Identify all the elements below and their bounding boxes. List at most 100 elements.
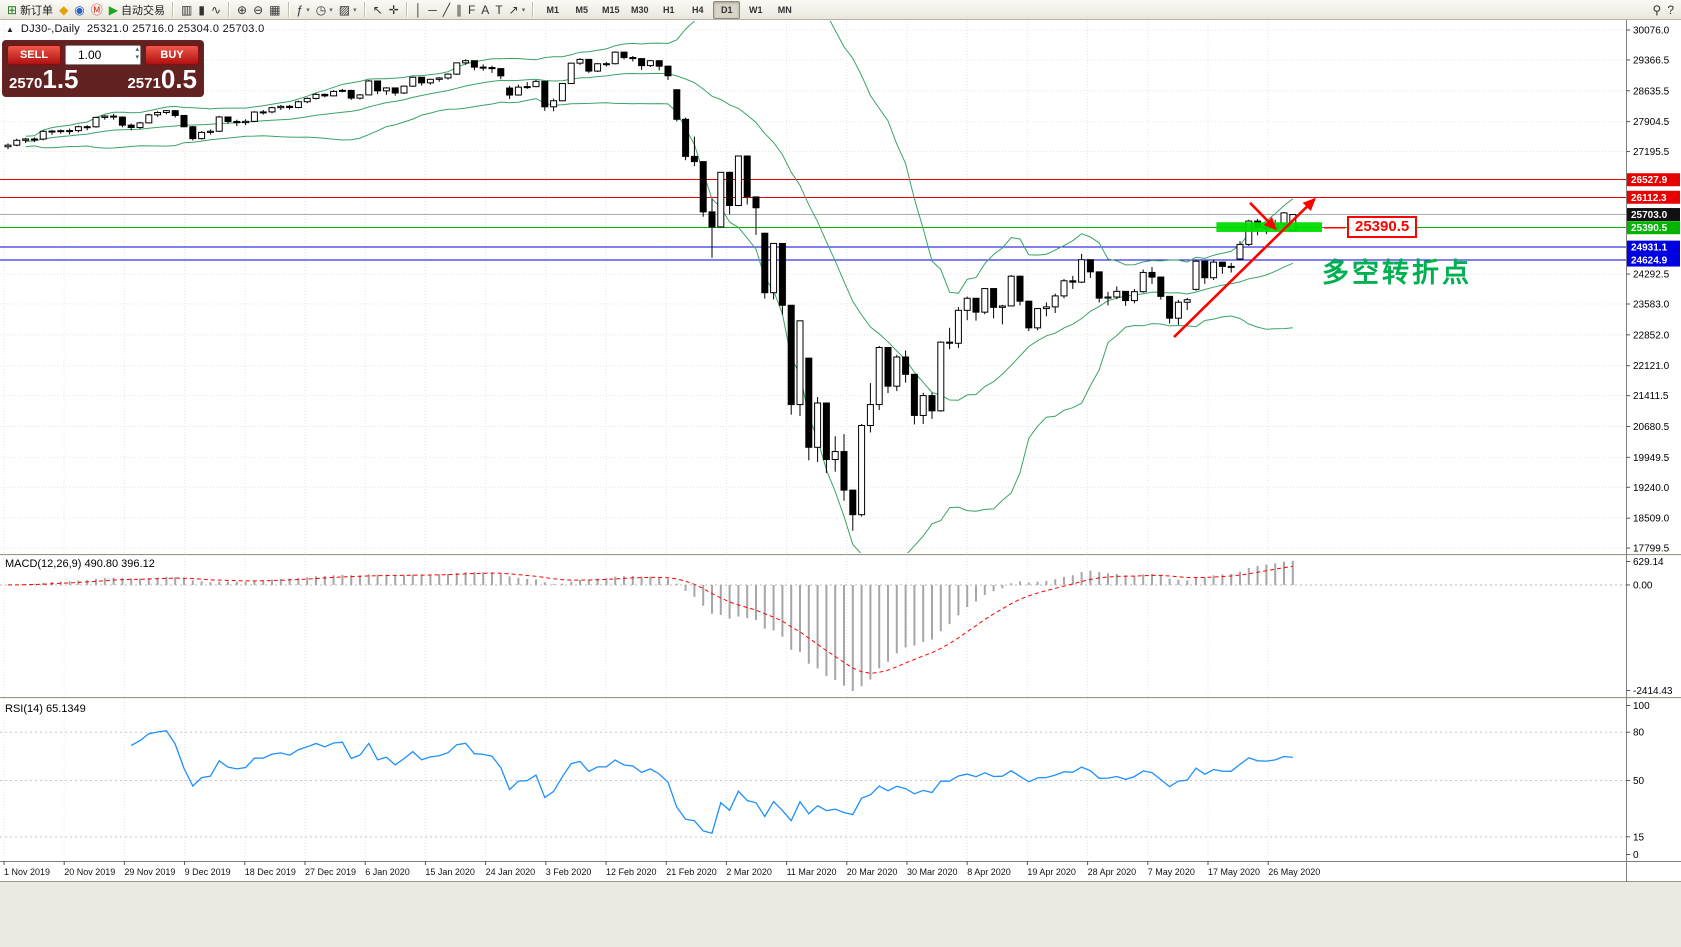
ask-price: 2571 0.5 xyxy=(127,66,197,92)
zoom-in-button[interactable]: ⊕ xyxy=(234,1,250,19)
templates-button[interactable]: ▨ ▾ xyxy=(336,1,360,19)
svg-text:1 Nov 2019: 1 Nov 2019 xyxy=(4,867,50,877)
auto-trading-button[interactable]: ▶ 自动交易 xyxy=(106,1,168,19)
panel-frames xyxy=(0,20,1681,882)
channel-icon: ∥ xyxy=(455,2,462,17)
svg-text:6 Jan 2020: 6 Jan 2020 xyxy=(365,867,410,877)
tile-windows-button[interactable]: ▦ xyxy=(266,1,283,19)
new-order-button[interactable]: ⊞ 新订单 xyxy=(4,1,56,19)
timeframe-m15-button[interactable]: M15 xyxy=(601,4,620,15)
svg-text:20 Mar 2020: 20 Mar 2020 xyxy=(847,867,898,877)
svg-text:0.00: 0.00 xyxy=(1633,580,1653,591)
macd-layer xyxy=(0,560,1626,692)
help-icon: ? xyxy=(1667,2,1674,17)
svg-text:24624.9: 24624.9 xyxy=(1631,256,1668,267)
text-button[interactable]: A xyxy=(478,1,492,19)
fibonacci-button[interactable]: F xyxy=(465,1,478,19)
svg-text:18 Dec 2019: 18 Dec 2019 xyxy=(245,867,296,877)
svg-text:7 May 2020: 7 May 2020 xyxy=(1148,867,1195,877)
search-button[interactable]: ⚲ xyxy=(1650,1,1665,19)
text-label-icon: T xyxy=(495,2,503,17)
volume-input[interactable]: 1.00 ▴ ▾ xyxy=(65,45,141,65)
arrows-tool-button[interactable]: ↗ ▾ xyxy=(506,1,529,19)
periods-icon: ◷ xyxy=(315,2,327,17)
svg-text:24931.1: 24931.1 xyxy=(1631,243,1668,254)
dropdown-caret-icon: ▾ xyxy=(306,6,310,14)
timeframe-m1-button[interactable]: M1 xyxy=(546,4,559,15)
search-icon: ⚲ xyxy=(1652,2,1662,17)
order-buttons-row: SELL 1.00 ▴ ▾ BUY xyxy=(7,45,199,65)
svg-text:22852.0: 22852.0 xyxy=(1633,330,1670,341)
bar-chart-icon: ▥ xyxy=(181,2,193,17)
one-click-trading-panel: SELL 1.00 ▴ ▾ BUY 2570 1.5 2571 0.5 xyxy=(2,40,204,97)
community-icon: ◉ xyxy=(74,2,85,17)
level-lines-layer[interactable] xyxy=(0,179,1626,261)
one-click-collapse-button[interactable]: ▲ xyxy=(6,24,14,34)
svg-text:2 Mar 2020: 2 Mar 2020 xyxy=(726,867,772,877)
timeframe-h1-button[interactable]: H1 xyxy=(662,4,675,15)
svg-text:15: 15 xyxy=(1633,832,1645,843)
sell-button[interactable]: SELL xyxy=(7,45,61,65)
svg-text:26112.3: 26112.3 xyxy=(1631,193,1667,204)
timeframe-d1-button[interactable]: D1 xyxy=(713,0,741,19)
crosshair-icon: ✛ xyxy=(388,2,399,17)
tile-windows-icon: ▦ xyxy=(269,2,281,17)
svg-text:29 Nov 2019: 29 Nov 2019 xyxy=(124,867,175,877)
indicators-button[interactable]: ƒ ▾ xyxy=(294,1,313,19)
svg-text:21 Feb 2020: 21 Feb 2020 xyxy=(666,867,717,877)
candlestick-chart-button[interactable]: ▮ xyxy=(195,1,208,19)
svg-text:17 May 2020: 17 May 2020 xyxy=(1208,867,1260,877)
crosshair-button[interactable]: ✛ xyxy=(386,1,402,19)
trendline-button[interactable]: ╱ xyxy=(440,1,453,19)
svg-text:27 Dec 2019: 27 Dec 2019 xyxy=(305,867,356,877)
spinner-up-icon[interactable]: ▴ xyxy=(135,46,139,53)
dropdown-caret-icon: ▾ xyxy=(329,6,333,14)
svg-text:0: 0 xyxy=(1633,850,1639,861)
timeframe-m5-button[interactable]: M5 xyxy=(575,4,588,15)
svg-text:29366.5: 29366.5 xyxy=(1633,55,1670,66)
zoom-out-button[interactable]: ⊖ xyxy=(250,1,266,19)
line-chart-button[interactable]: ∿ xyxy=(208,1,224,19)
chart-canvas[interactable]: 30076.0 29366.5 28635.5 27904.5 27195.5 24292… xyxy=(0,20,1681,947)
date-axis[interactable]: 1 Nov 2019 20 Nov 2019 29 Nov 2019 9 Dec 20… xyxy=(3,861,1320,877)
annotations-layer xyxy=(1173,197,1345,338)
svg-text:8 Apr 2020: 8 Apr 2020 xyxy=(967,867,1011,877)
buy-button[interactable]: BUY xyxy=(145,45,199,65)
svg-text:20680.5: 20680.5 xyxy=(1633,422,1670,433)
cursor-button[interactable]: ↖ xyxy=(370,1,386,19)
mql5-market-icon: ◆ xyxy=(59,2,69,17)
svg-text:30 Mar 2020: 30 Mar 2020 xyxy=(907,867,958,877)
volume-spinner[interactable]: ▴ ▾ xyxy=(135,46,139,62)
price-scale[interactable]: 30076.0 29366.5 28635.5 27904.5 27195.5 24292… xyxy=(1626,25,1680,861)
spinner-down-icon[interactable]: ▾ xyxy=(135,54,139,61)
chart-window[interactable]: 30076.0 29366.5 28635.5 27904.5 27195.5 24292… xyxy=(0,20,1681,947)
svg-text:27195.5: 27195.5 xyxy=(1633,147,1670,158)
svg-text:27904.5: 27904.5 xyxy=(1633,117,1670,128)
auto-trading-icon: ▶ xyxy=(108,2,119,17)
window-bottom-area xyxy=(0,882,1681,947)
svg-text:23583.0: 23583.0 xyxy=(1633,300,1670,311)
candlestick-chart-icon: ▮ xyxy=(198,2,205,17)
timeframe-w1-button[interactable]: W1 xyxy=(748,4,763,15)
community-button[interactable]: ◉ xyxy=(71,1,87,19)
channel-button[interactable]: ∥ xyxy=(453,1,465,19)
horizontal-line-button[interactable]: ─ xyxy=(425,1,440,19)
svg-text:24292.5: 24292.5 xyxy=(1633,270,1670,281)
vertical-line-button[interactable]: │ xyxy=(412,1,426,19)
periods-button[interactable]: ◷ ▾ xyxy=(313,1,336,19)
svg-text:26527.9: 26527.9 xyxy=(1631,175,1668,186)
line-chart-icon: ∿ xyxy=(210,2,222,17)
metaquotes-button[interactable]: Ⓜ xyxy=(88,1,106,19)
volume-value: 1.00 xyxy=(78,48,102,62)
text-label-button[interactable]: T xyxy=(492,1,505,19)
support-price-tag: 25390.5 xyxy=(1347,216,1418,238)
timeframe-m30-button[interactable]: M30 xyxy=(630,4,649,15)
bar-chart-button[interactable]: ▥ xyxy=(178,1,195,19)
help-button[interactable]: ? xyxy=(1664,1,1677,19)
timeframe-h4-button[interactable]: H4 xyxy=(691,4,704,15)
mql5-market-button[interactable]: ◆ xyxy=(56,1,71,19)
toolbar-left-group: ⊞ 新订单 ◆ ◉ Ⓜ ▶ 自动交易 ▥ ▮ ∿ ⊕ ⊖ ▦ ƒ ▾ ◷ ▾ ▨ ▾ ↖ ✛ │ ─ ╱ ∥ F A T ↗ ▾ xyxy=(4,1,538,19)
trendline-icon: ╱ xyxy=(442,2,450,17)
dropdown-caret-icon: ▾ xyxy=(353,6,357,14)
timeframe-mn-button[interactable]: MN xyxy=(777,4,792,15)
